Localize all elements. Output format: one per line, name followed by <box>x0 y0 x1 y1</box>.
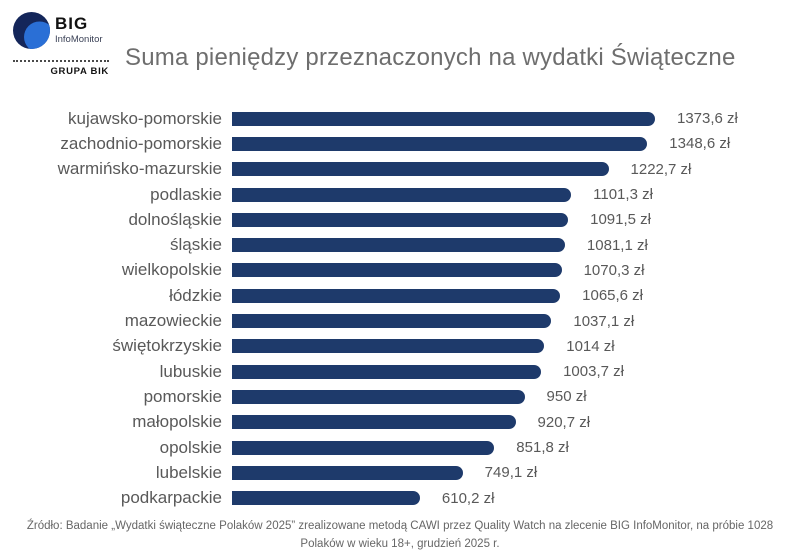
big-infomonitor-circle-icon <box>13 12 50 54</box>
bar <box>232 288 561 303</box>
category-label: podkarpackie <box>120 488 222 508</box>
logo: BIG InfoMonitor GRUPA BIK <box>13 12 111 77</box>
value-label: 920,7 zł <box>537 413 591 431</box>
category-label: warmińsko-mazurskie <box>57 159 222 179</box>
chart-row: lubuskie 1003,7 zł <box>0 359 800 384</box>
chart-row: lubelskie 749,1 zł <box>0 460 800 485</box>
chart-row: małopolskie 920,7 zł <box>0 410 800 435</box>
bar-track: 1373,6 zł <box>232 110 738 127</box>
bar <box>232 389 525 404</box>
bar-track: 1091,5 zł <box>232 211 651 228</box>
value-label: 1065,6 zł <box>582 287 644 305</box>
category-label: świętokrzyskie <box>112 336 222 356</box>
logo-group: GRUPA BIK <box>50 66 109 77</box>
bar <box>232 465 463 480</box>
bar <box>232 238 565 253</box>
bar-track: 950 zł <box>232 388 587 405</box>
bar-track: 1348,6 zł <box>232 135 730 152</box>
bar-track: 1081,1 zł <box>232 237 648 254</box>
bar <box>232 440 495 455</box>
category-label: kujawsko-pomorskie <box>68 108 222 128</box>
value-label: 1081,1 zł <box>586 236 648 254</box>
value-label: 851,8 zł <box>516 439 569 456</box>
value-label: 1373,6 zł <box>677 110 738 128</box>
category-label: łódzkie <box>169 285 222 305</box>
bar <box>232 415 516 430</box>
category-label: dolnośląskie <box>128 209 222 229</box>
value-label: 1348,6 zł <box>669 135 731 153</box>
category-label: małopolskie <box>132 412 222 432</box>
value-label: 1003,7 zł <box>563 363 624 381</box>
chart-row: warmińsko-mazurskie 1222,7 zł <box>0 157 800 182</box>
bar-track: 1101,3 zł <box>232 186 653 203</box>
logo-dotted-line-icon <box>13 60 109 62</box>
value-label: 1222,7 zł <box>630 160 692 178</box>
category-label: podlaskie <box>150 184 222 204</box>
bar <box>232 364 542 379</box>
value-label: 749,1 zł <box>484 464 538 482</box>
chart-row: dolnośląskie 1091,5 zł <box>0 207 800 232</box>
bar <box>232 491 420 506</box>
bar-track: 920,7 zł <box>232 414 590 431</box>
bar-track: 749,1 zł <box>232 464 537 481</box>
bar-track: 1037,1 zł <box>232 313 634 330</box>
chart-row: łódzkie 1065,6 zł <box>0 283 800 308</box>
category-label: wielkopolskie <box>121 260 222 280</box>
category-label: lubuskie <box>159 361 222 381</box>
chart-row: opolskie 851,8 zł <box>0 435 800 460</box>
value-label: 1091,5 zł <box>590 211 652 229</box>
chart-row: świętokrzyskie 1014 zł <box>0 334 800 359</box>
chart-row: podlaskie 1101,3 zł <box>0 182 800 207</box>
value-label: 1037,1 zł <box>573 312 635 330</box>
category-label: lubelskie <box>155 462 222 482</box>
chart-row: podkarpackie 610,2 zł <box>0 485 800 510</box>
category-label: opolskie <box>159 437 222 457</box>
bar-track: 1065,6 zł <box>232 287 643 304</box>
chart-row: mazowieckie 1037,1 zł <box>0 308 800 333</box>
logo-brand: BIG <box>55 14 89 33</box>
bar <box>232 339 545 354</box>
bar-chart: kujawsko-pomorskie 1373,6 zł zachodnio-p… <box>0 106 800 511</box>
bar-track: 851,8 zł <box>232 439 569 456</box>
bar-track: 1222,7 zł <box>232 161 691 178</box>
value-label: 1101,3 zł <box>593 186 653 204</box>
source-note: Źródło: Badanie „Wydatki świąteczne Pola… <box>26 520 774 551</box>
value-label: 610,2 zł <box>441 489 495 507</box>
bar-track: 1014 zł <box>232 338 615 355</box>
bar-track: 610,2 zł <box>232 490 494 507</box>
chart-row: kujawsko-pomorskie 1373,6 zł <box>0 106 800 131</box>
chart-row: wielkopolskie 1070,3 zł <box>0 258 800 283</box>
bar <box>232 187 572 202</box>
logo-sub-brand: InfoMonitor <box>55 34 103 45</box>
value-label: 1070,3 zł <box>583 261 645 279</box>
chart-row: śląskie 1081,1 zł <box>0 232 800 257</box>
bar <box>232 136 648 151</box>
bar <box>232 162 609 177</box>
bar-track: 1070,3 zł <box>232 262 644 279</box>
bar-track: 1003,7 zł <box>232 363 624 380</box>
chart-row: pomorskie 950 zł <box>0 384 800 409</box>
category-label: mazowieckie <box>124 311 222 331</box>
bar <box>232 263 562 278</box>
chart-row: zachodnio-pomorskie 1348,6 zł <box>0 131 800 156</box>
category-label: zachodnio-pomorskie <box>60 133 222 153</box>
bar <box>232 212 569 227</box>
bar <box>232 314 552 329</box>
category-label: pomorskie <box>143 386 222 406</box>
value-label: 1014 zł <box>566 337 615 355</box>
category-label: śląskie <box>170 235 222 255</box>
value-label: 950 zł <box>546 388 587 406</box>
bar <box>232 111 655 126</box>
page-title: Suma pieniędzy przeznaczonych na wydatki… <box>125 44 736 71</box>
